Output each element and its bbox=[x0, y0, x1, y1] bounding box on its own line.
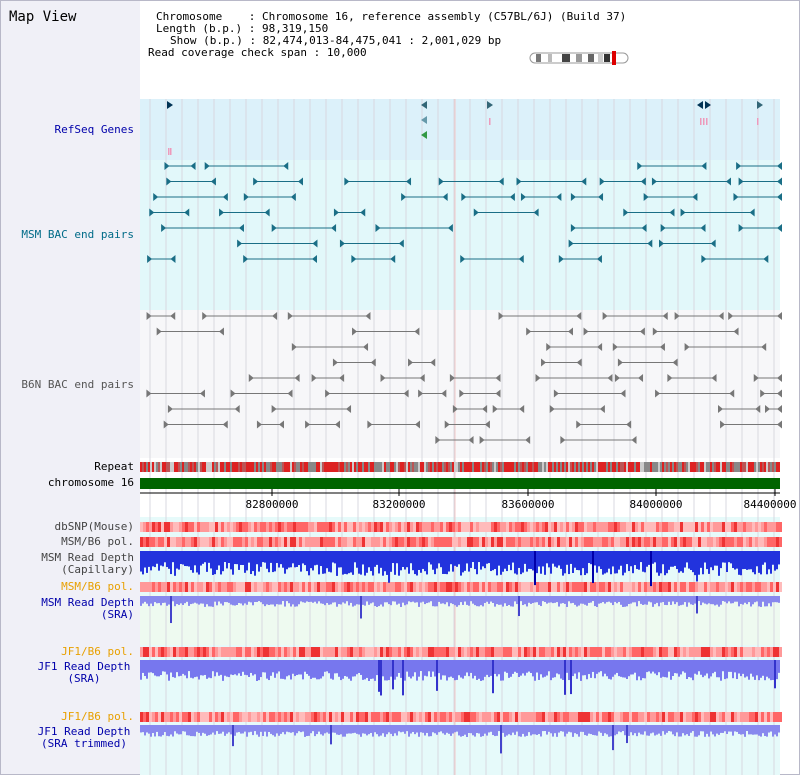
refseq-gene-3 bbox=[697, 101, 703, 109]
axis-tick-5: 84400000 bbox=[743, 498, 797, 511]
coverage-label: Read coverage check span bbox=[148, 46, 307, 59]
track-label-sidebar bbox=[1, 1, 140, 774]
current-region-marker bbox=[612, 51, 616, 65]
label-repeat: Repeat bbox=[94, 460, 134, 473]
length-value: 98,319,150 bbox=[261, 22, 329, 35]
chromosome-bar bbox=[140, 478, 780, 489]
refseq-gene-2 bbox=[487, 101, 493, 109]
label-msm-b6-pol-2: MSM/B6 pol. bbox=[61, 580, 134, 593]
label-jf1-depth-trim-line1: JF1 Read Depth bbox=[37, 725, 131, 738]
refseq-track-bg bbox=[140, 99, 780, 160]
label-jf1-b6-pol-2: JF1/B6 pol. bbox=[61, 710, 134, 723]
label-jf1-depth-sra-line1: JF1 Read Depth bbox=[37, 660, 131, 673]
label-jf1-depth-sra-line2: (SRA) bbox=[67, 672, 101, 685]
chromosome-value: Chromosome 16, reference assembly (C57BL… bbox=[261, 10, 627, 23]
refseq-gene-1 bbox=[421, 101, 427, 109]
label-b6n-bac: B6N BAC end pairs bbox=[21, 378, 134, 391]
chromosome-label: Chromosome bbox=[156, 10, 223, 23]
label-msm-depth-sra: MSM Read Depth (SRA) bbox=[4, 597, 134, 621]
label-msm-depth-cap-line1: MSM Read Depth bbox=[41, 551, 134, 564]
axis-tick-4: 84000000 bbox=[629, 498, 683, 511]
refseq-gene-4 bbox=[705, 101, 711, 109]
coverage-value: 10,000 bbox=[326, 46, 367, 59]
axis-tick-2: 83200000 bbox=[372, 498, 426, 511]
axis-tick-1: 82800000 bbox=[245, 498, 299, 511]
refseq-gene-5 bbox=[757, 101, 763, 109]
label-refseq-genes: RefSeq Genes bbox=[54, 123, 134, 136]
msm-bac-track-bg bbox=[140, 160, 780, 310]
label-dbsnp: dbSNP(Mouse) bbox=[54, 520, 134, 533]
show-value: 82,474,013-84,475,041 : 2,001,029 bp bbox=[262, 34, 502, 47]
page-title: Map View bbox=[9, 9, 77, 25]
label-msm-depth-cap-line2: (Capillary) bbox=[61, 563, 134, 576]
label-jf1-depth-trim-line2: (SRA trimmed) bbox=[40, 737, 128, 750]
show-label: Show (b.p.) bbox=[170, 34, 243, 47]
label-msm-depth-sra-line2: (SRA) bbox=[100, 608, 134, 621]
label-jf1-depth-trim: JF1 Read Depth (SRA trimmed) bbox=[28, 726, 140, 750]
refseq-gene-0 bbox=[167, 101, 173, 109]
label-jf1-b6-pol-1: JF1/B6 pol. bbox=[61, 645, 134, 658]
b6n-bac-track-bg bbox=[140, 310, 780, 458]
refseq-gene-7 bbox=[421, 131, 427, 139]
length-label: Length (b.p.) bbox=[156, 22, 243, 35]
label-chromosome: chromosome 16 bbox=[47, 476, 134, 489]
chromosome-ideogram[interactable] bbox=[528, 51, 632, 65]
refseq-gene-6 bbox=[421, 116, 427, 124]
label-msm-bac: MSM BAC end pairs bbox=[21, 228, 134, 241]
label-jf1-depth-sra: JF1 Read Depth (SRA) bbox=[28, 661, 140, 685]
region-info: Chromosome : Chromosome 16, reference as… bbox=[148, 10, 627, 59]
label-msm-depth-sra-line1: MSM Read Depth bbox=[41, 596, 134, 609]
label-msm-depth-cap: MSM Read Depth (Capillary) bbox=[4, 552, 134, 576]
label-msm-b6-pol-1: MSM/B6 pol. bbox=[61, 535, 134, 548]
axis-tick-3: 83600000 bbox=[501, 498, 555, 511]
